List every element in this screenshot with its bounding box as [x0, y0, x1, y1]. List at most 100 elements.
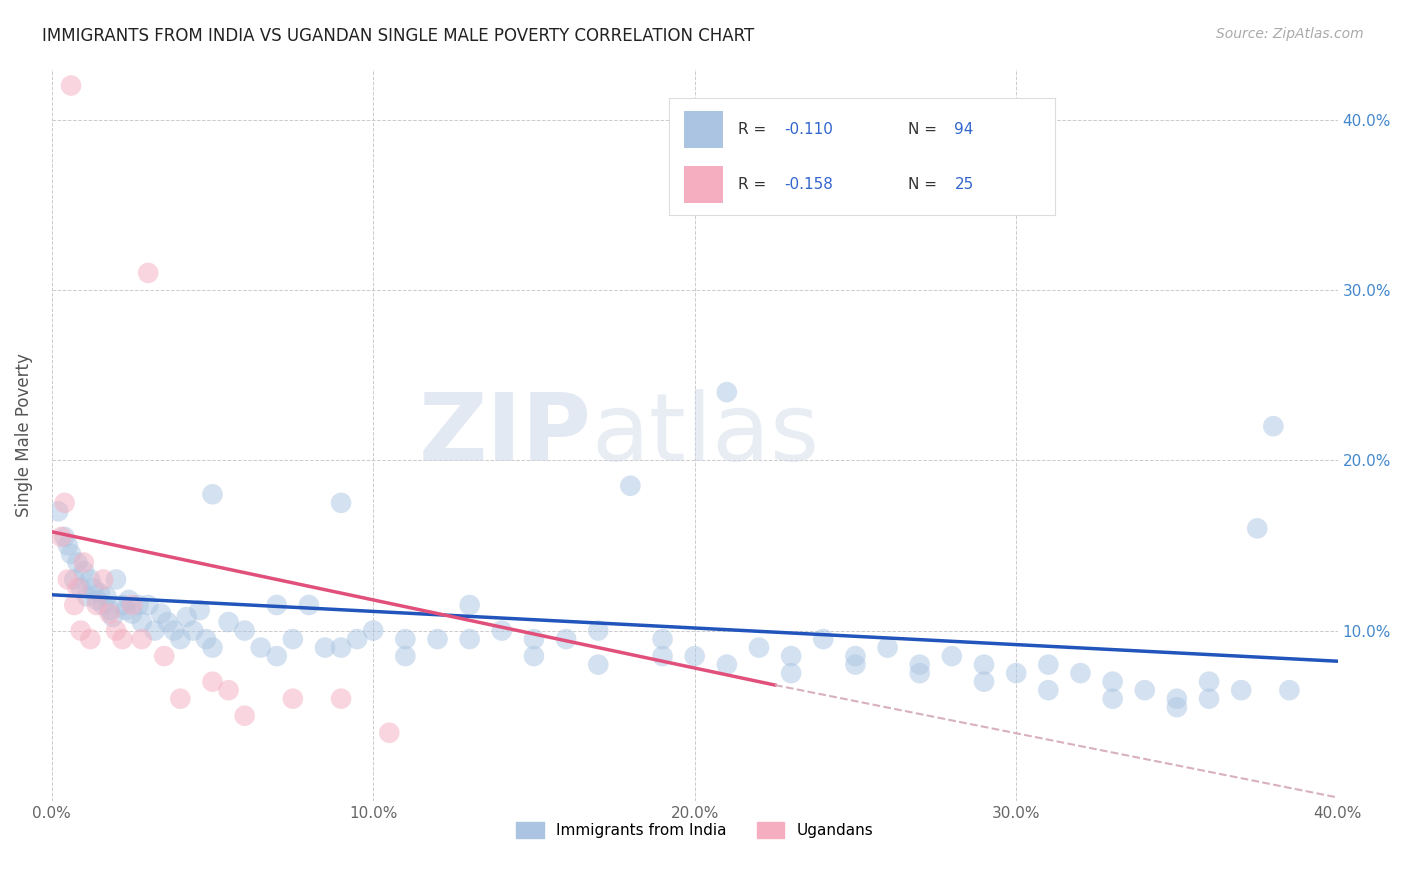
Point [66, 581, 89, 595]
Point [143, 624, 166, 638]
Point [233, 624, 256, 638]
Point [394, 649, 416, 664]
Point [1038, 683, 1060, 698]
Point [195, 632, 218, 646]
Point [1069, 666, 1091, 681]
Point [91, 573, 114, 587]
Point [780, 666, 803, 681]
Point [169, 632, 191, 646]
Point [98, 607, 121, 621]
Point [201, 640, 224, 655]
Point [1198, 674, 1220, 689]
Point [76, 590, 98, 604]
Point [1133, 683, 1156, 698]
Point [298, 598, 321, 612]
Point [153, 649, 176, 664]
Point [66, 556, 89, 570]
Point [394, 632, 416, 646]
Point [876, 640, 898, 655]
Point [56, 538, 79, 552]
Point [555, 632, 578, 646]
Point [330, 691, 353, 706]
Point [233, 708, 256, 723]
Point [121, 598, 143, 612]
Point [131, 632, 153, 646]
Text: atlas: atlas [592, 389, 820, 481]
Point [1038, 657, 1060, 672]
Point [169, 691, 191, 706]
Point [973, 657, 995, 672]
Point [716, 385, 738, 400]
Point [128, 598, 150, 612]
Point [1278, 683, 1301, 698]
Point [218, 683, 240, 698]
Point [908, 657, 931, 672]
Point [51, 530, 73, 544]
Point [586, 624, 609, 638]
Point [63, 573, 86, 587]
Point [1166, 700, 1188, 714]
Point [973, 674, 995, 689]
Point [651, 632, 673, 646]
Point [1005, 666, 1028, 681]
Point [1166, 691, 1188, 706]
Point [156, 615, 179, 629]
Point [330, 496, 353, 510]
Point [83, 581, 105, 595]
Point [314, 640, 336, 655]
Point [56, 573, 79, 587]
Point [105, 624, 128, 638]
Point [683, 649, 706, 664]
Point [86, 593, 108, 607]
Point [181, 624, 204, 638]
Point [619, 479, 641, 493]
Point [1198, 691, 1220, 706]
Point [163, 624, 186, 638]
Point [201, 674, 224, 689]
Point [491, 624, 513, 638]
Point [813, 632, 835, 646]
Point [218, 615, 240, 629]
Point [91, 598, 114, 612]
Point [111, 632, 134, 646]
Text: IMMIGRANTS FROM INDIA VS UGANDAN SINGLE MALE POVERTY CORRELATION CHART: IMMIGRANTS FROM INDIA VS UGANDAN SINGLE … [42, 27, 755, 45]
Point [844, 657, 866, 672]
Point [53, 530, 76, 544]
Point [458, 632, 481, 646]
Point [60, 547, 83, 561]
Point [118, 593, 141, 607]
Point [330, 640, 353, 655]
Point [176, 610, 198, 624]
Point [60, 78, 83, 93]
Point [79, 632, 101, 646]
Point [98, 603, 121, 617]
Point [73, 556, 96, 570]
Text: ZIP: ZIP [419, 389, 592, 481]
Point [1246, 521, 1268, 535]
Point [86, 598, 108, 612]
Point [523, 632, 546, 646]
Point [46, 504, 69, 518]
Point [63, 598, 86, 612]
Point [266, 598, 288, 612]
Point [941, 649, 963, 664]
Point [249, 640, 271, 655]
Point [281, 632, 304, 646]
Point [716, 657, 738, 672]
Point [101, 610, 124, 624]
Point [131, 615, 153, 629]
Point [458, 598, 481, 612]
Point [361, 624, 384, 638]
Legend: Immigrants from India, Ugandans: Immigrants from India, Ugandans [510, 816, 879, 845]
Point [1101, 691, 1123, 706]
Point [346, 632, 368, 646]
Point [73, 564, 96, 578]
Point [748, 640, 770, 655]
Point [426, 632, 449, 646]
Point [114, 603, 136, 617]
Point [89, 586, 111, 600]
Point [523, 649, 546, 664]
Point [378, 725, 401, 739]
Point [908, 666, 931, 681]
Point [53, 496, 76, 510]
